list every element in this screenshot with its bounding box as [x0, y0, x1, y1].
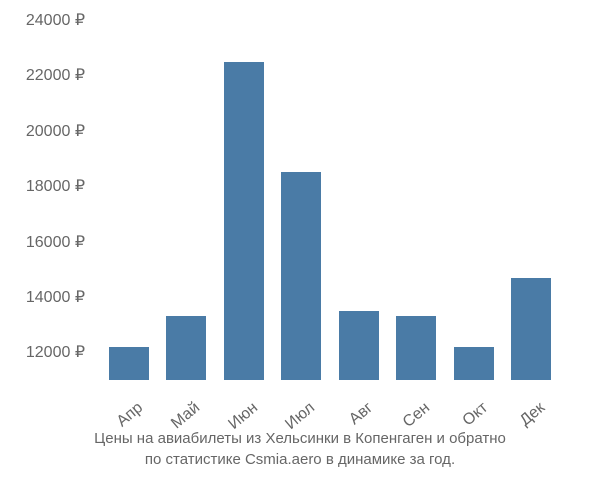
y-tick-label: 14000 ₽ [0, 287, 85, 307]
bar [339, 311, 379, 380]
y-tick-label: 24000 ₽ [0, 10, 85, 30]
y-tick-label: 12000 ₽ [0, 342, 85, 362]
y-tick-label: 16000 ₽ [0, 232, 85, 252]
y-axis-labels: 12000 ₽ 14000 ₽ 16000 ₽ 18000 ₽ 20000 ₽ 22000… [0, 20, 95, 380]
bar [511, 278, 551, 380]
chart-plot-area [100, 20, 560, 380]
bar [454, 347, 494, 380]
bar [109, 347, 149, 380]
caption-line1: Цены на авиабилеты из Хельсинки в Копенг… [94, 430, 506, 447]
caption-line2: по статистике Csmia.aero в динамике за г… [145, 451, 455, 468]
bar [396, 316, 436, 380]
bar [224, 62, 264, 380]
y-tick-label: 22000 ₽ [0, 65, 85, 85]
bar [281, 172, 321, 380]
chart-caption: Цены на авиабилеты из Хельсинки в Копенг… [0, 428, 600, 470]
y-tick-label: 20000 ₽ [0, 121, 85, 141]
bar [166, 316, 206, 380]
bars-container [100, 20, 560, 380]
y-tick-label: 18000 ₽ [0, 176, 85, 196]
